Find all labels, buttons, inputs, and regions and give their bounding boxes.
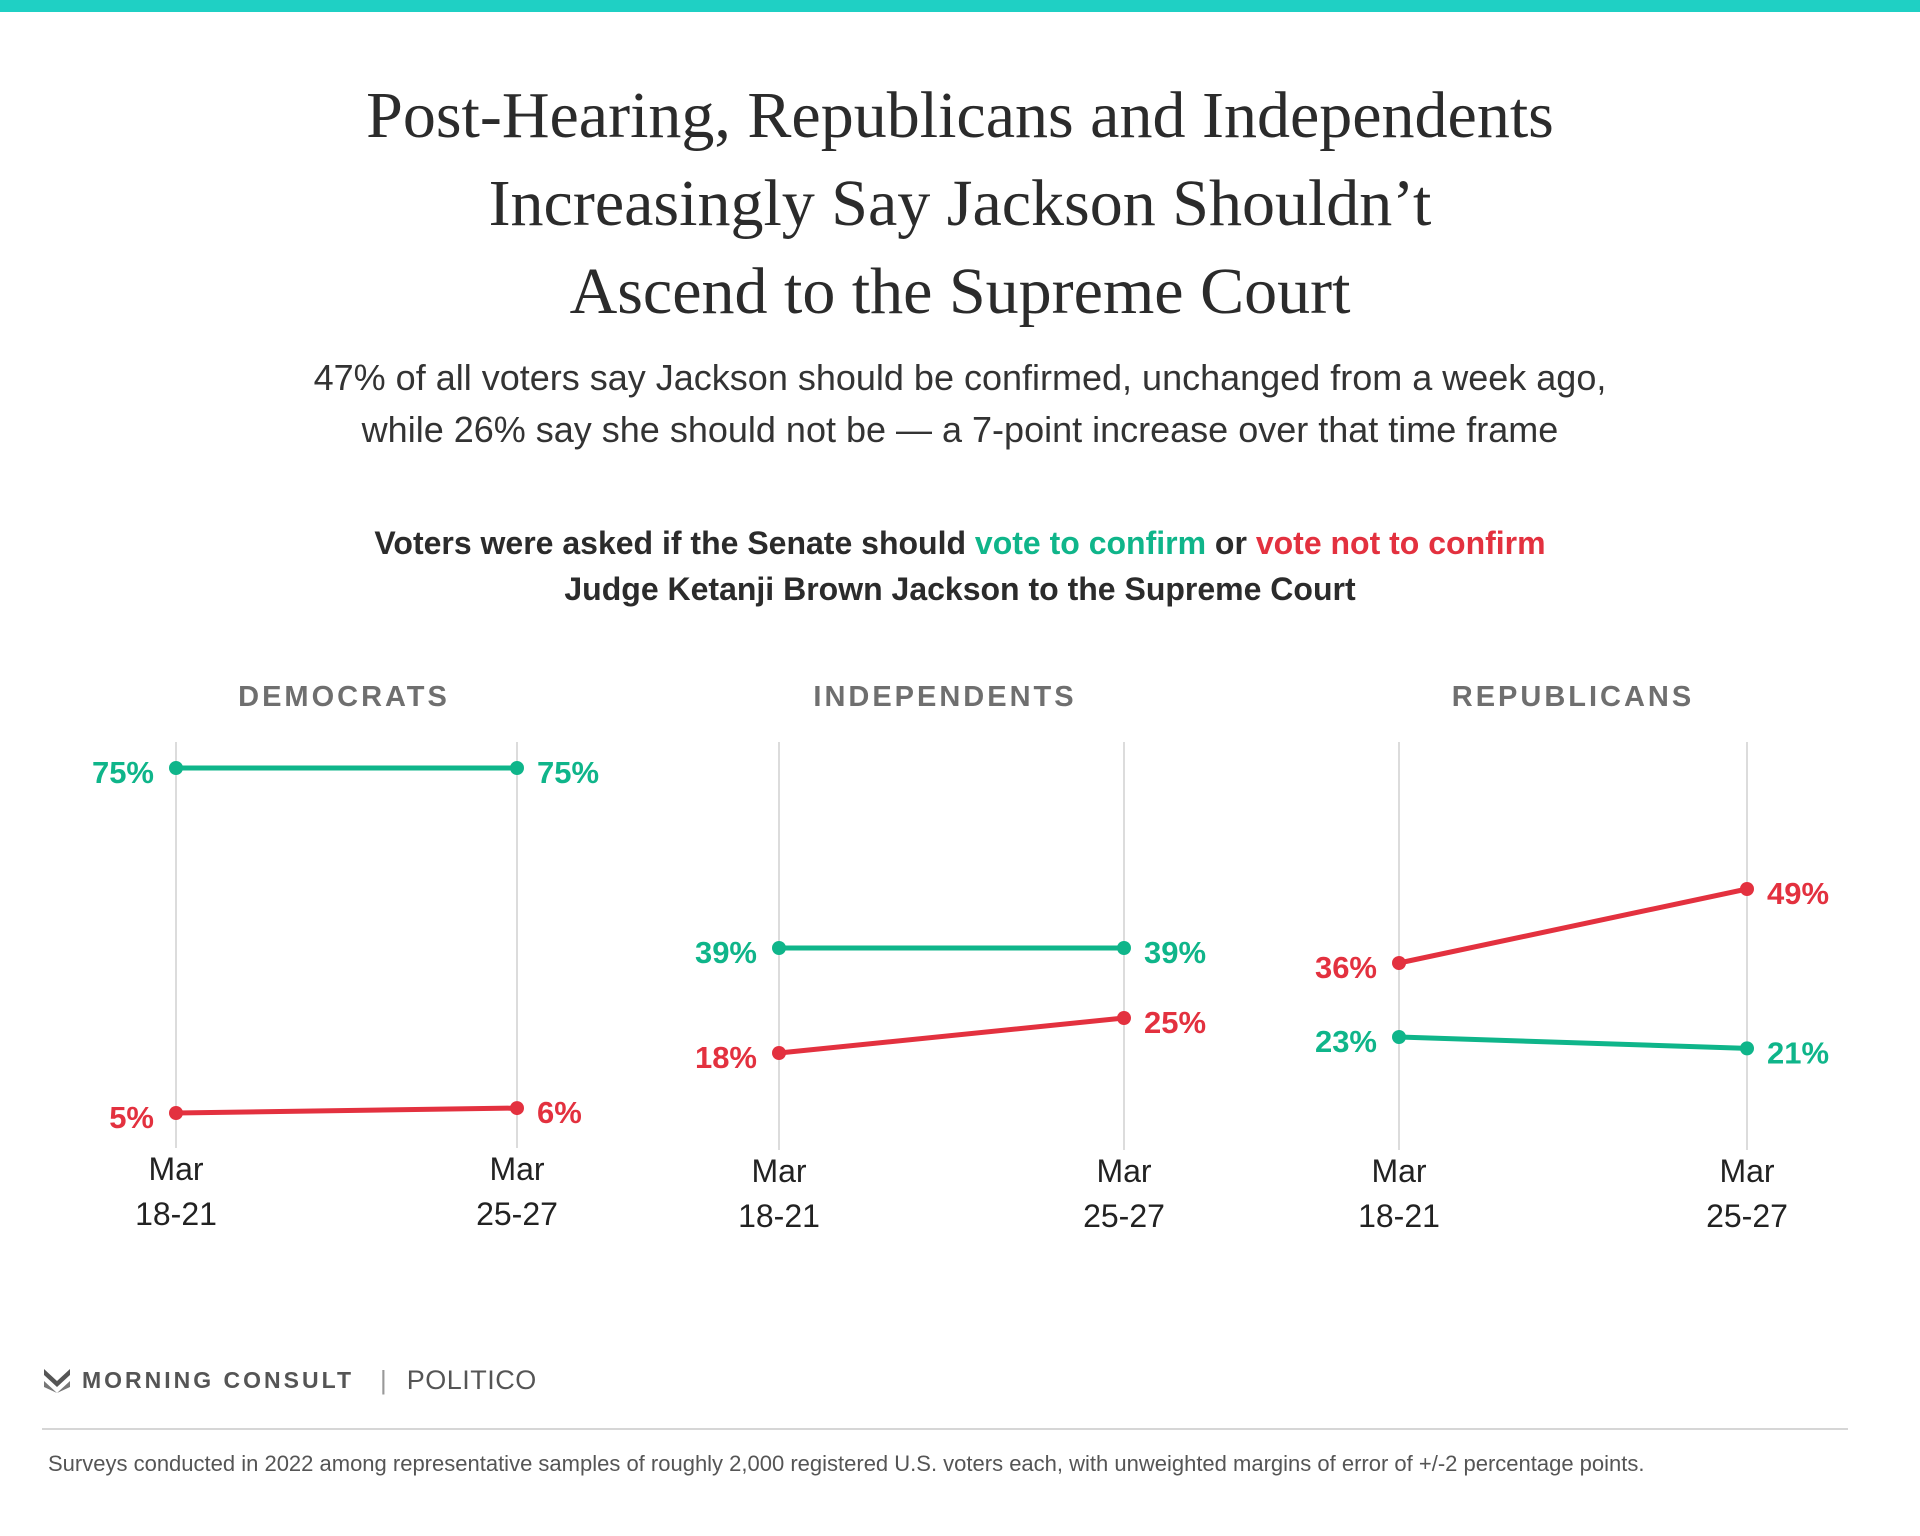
question-line-1: Voters were asked if the Senate should v… bbox=[0, 520, 1920, 566]
data-label-republicans-confirm-0: 23% bbox=[1315, 1024, 1377, 1059]
data-point-democrats-confirm-1 bbox=[510, 761, 524, 775]
footnote: Surveys conducted in 2022 among represen… bbox=[48, 1451, 1645, 1476]
data-label-democrats-confirm-0: 75% bbox=[92, 755, 154, 790]
x-tick-label-republicans-0: Mar 18-21 bbox=[1358, 1153, 1440, 1234]
data-point-republicans-not_confirm-0 bbox=[1392, 956, 1406, 970]
small-multiples-chart: DEMOCRATS Mar 18-21 Mar 25-27 75% 75% 5% 6% INDEP… bbox=[92, 681, 1829, 1234]
footer-divider bbox=[42, 1428, 1848, 1430]
chart-title: Post-Hearing, Republicans and Independen… bbox=[0, 72, 1920, 336]
logo-separator: | bbox=[380, 1364, 387, 1395]
chart-subtitle-line-2: while 26% say she should not be — a 7-po… bbox=[361, 409, 1559, 450]
data-point-republicans-confirm-1 bbox=[1740, 1041, 1754, 1056]
data-label-democrats-not_confirm-1: 6% bbox=[537, 1095, 582, 1130]
data-label-republicans-not_confirm-1: 49% bbox=[1767, 876, 1829, 911]
data-label-independents-confirm-1: 39% bbox=[1144, 935, 1206, 970]
chart-title-line-1: Post-Hearing, Republicans and Independen… bbox=[366, 79, 1554, 152]
data-label-independents-not_confirm-1: 25% bbox=[1144, 1005, 1206, 1040]
chart-subtitle-line-1: 47% of all voters say Jackson should be … bbox=[313, 357, 1607, 398]
top-accent-bar bbox=[0, 0, 1920, 12]
x-tick-label-republicans-1: Mar 25-27 bbox=[1706, 1153, 1788, 1234]
morning-consult-logo-icon bbox=[44, 1369, 70, 1393]
series-line-republicans-not_confirm bbox=[1396, 886, 1750, 966]
morning-consult-logo: MORNING CONSULT bbox=[82, 1366, 355, 1393]
data-point-independents-not_confirm-1 bbox=[1117, 1011, 1131, 1025]
data-point-democrats-confirm-0 bbox=[169, 761, 183, 775]
x-tick-label-democrats-0: Mar 18-21 bbox=[135, 1151, 217, 1232]
data-point-independents-confirm-1 bbox=[1117, 941, 1131, 955]
question-part-1: Voters were asked if the Senate should bbox=[374, 525, 975, 561]
data-point-independents-not_confirm-0 bbox=[772, 1046, 786, 1060]
question-text: Voters were asked if the Senate should v… bbox=[0, 520, 1920, 612]
data-point-republicans-confirm-0 bbox=[1392, 1030, 1406, 1044]
series-line-democrats-not_confirm bbox=[173, 1105, 520, 1116]
series-line-independents-not_confirm bbox=[776, 1015, 1127, 1056]
data-point-republicans-not_confirm-1 bbox=[1740, 882, 1754, 896]
legend-not-confirm: vote not to confirm bbox=[1255, 525, 1546, 561]
data-label-independents-confirm-0: 39% bbox=[695, 935, 757, 970]
question-line-2: Judge Ketanji Brown Jackson to the Supre… bbox=[564, 571, 1356, 607]
data-label-democrats-not_confirm-0: 5% bbox=[109, 1100, 154, 1135]
chart-title-line-3: Ascend to the Supreme Court bbox=[569, 255, 1351, 328]
data-label-republicans-confirm-1: 21% bbox=[1767, 1035, 1829, 1070]
data-point-democrats-not_confirm-0 bbox=[169, 1106, 183, 1120]
legend-confirm: vote to confirm bbox=[974, 525, 1207, 561]
question-part-2: or bbox=[1206, 525, 1256, 561]
x-tick-label-democrats-1: Mar 25-27 bbox=[476, 1151, 558, 1232]
x-tick-label-independents-0: Mar 18-21 bbox=[738, 1153, 820, 1234]
panel-title-republicans: REPUBLICANS bbox=[1452, 681, 1694, 713]
data-point-democrats-not_confirm-1 bbox=[510, 1101, 524, 1116]
chart-subtitle: 47% of all voters say Jackson should be … bbox=[0, 352, 1920, 456]
politico-logo: POLITICO bbox=[406, 1364, 537, 1395]
data-label-independents-not_confirm-0: 18% bbox=[695, 1040, 757, 1075]
footer-logos: MORNING CONSULT | POLITICO bbox=[42, 1362, 537, 1398]
chart-title-line-2: Increasingly Say Jackson Shouldn’t bbox=[488, 167, 1432, 240]
data-point-independents-confirm-0 bbox=[772, 941, 786, 955]
series-line-republicans-confirm bbox=[1396, 1034, 1750, 1051]
data-label-republicans-not_confirm-0: 36% bbox=[1315, 950, 1377, 985]
panel-title-independents: INDEPENDENTS bbox=[813, 681, 1076, 713]
data-label-democrats-confirm-1: 75% bbox=[537, 755, 599, 790]
panel-title-democrats: DEMOCRATS bbox=[238, 681, 450, 713]
x-tick-label-independents-1: Mar 25-27 bbox=[1083, 1153, 1165, 1234]
